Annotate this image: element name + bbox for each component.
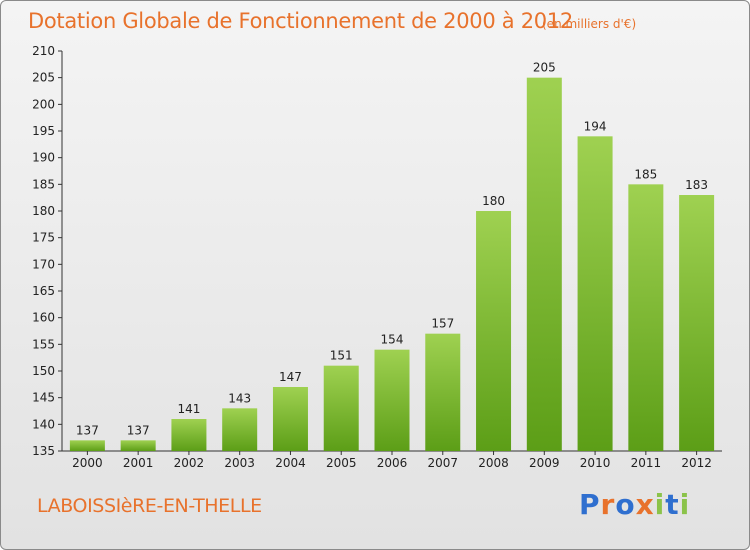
x-tick-label: 2001 [123, 456, 154, 470]
x-tick-label: 2010 [580, 456, 611, 470]
bar [628, 184, 664, 452]
y-tick-label: 185 [32, 177, 55, 191]
x-tick-label: 2002 [174, 456, 205, 470]
x-tick-label: 2007 [427, 456, 458, 470]
bar [577, 136, 613, 452]
y-tick-label: 165 [32, 284, 55, 298]
proxiti-logo: Proxiti [579, 488, 691, 521]
bar [222, 408, 258, 451]
x-tick-label: 2012 [681, 456, 712, 470]
bar-value-label: 137 [127, 423, 150, 437]
y-tick-label: 195 [32, 124, 55, 138]
y-tick-label: 170 [32, 257, 55, 271]
bar-value-label: 183 [685, 178, 708, 192]
x-tick-label: 2008 [478, 456, 509, 470]
bar [425, 333, 461, 451]
y-tick-label: 190 [32, 151, 55, 165]
bar-value-label: 205 [533, 61, 556, 75]
x-tick-label: 2006 [377, 456, 408, 470]
y-tick-label: 205 [32, 71, 55, 85]
bar-value-label: 151 [330, 349, 353, 363]
commune-name: LABOISSIèRE-EN-THELLE [37, 495, 262, 517]
bar-value-label: 194 [584, 119, 607, 133]
x-tick-label: 2003 [224, 456, 255, 470]
bar-value-label: 185 [634, 167, 657, 181]
bar-value-label: 143 [228, 391, 251, 405]
y-tick-label: 180 [32, 204, 55, 218]
y-tick-label: 155 [32, 337, 55, 351]
y-tick-label: 200 [32, 97, 55, 111]
bar [476, 211, 512, 451]
x-tick-label: 2000 [72, 456, 103, 470]
x-tick-label: 2009 [529, 456, 560, 470]
bar-value-label: 154 [381, 333, 404, 347]
y-tick-label: 175 [32, 231, 55, 245]
chart-unit-label: (en milliers d'€) [542, 17, 637, 31]
y-tick-label: 135 [32, 444, 55, 458]
bar-value-label: 180 [482, 194, 505, 208]
x-tick-label: 2005 [326, 456, 357, 470]
y-tick-label: 210 [32, 44, 55, 58]
bar [679, 195, 715, 451]
bar-value-label: 137 [76, 423, 99, 437]
bar [272, 387, 308, 451]
bar [526, 77, 562, 452]
y-tick-label: 145 [32, 391, 55, 405]
bar-value-label: 157 [431, 317, 454, 331]
bar [171, 419, 207, 451]
bar [323, 365, 359, 451]
bar [69, 440, 105, 451]
bar [120, 440, 156, 451]
bar-value-label: 147 [279, 370, 302, 384]
x-tick-label: 2004 [275, 456, 306, 470]
x-tick-label: 2011 [631, 456, 662, 470]
bar-value-label: 141 [177, 402, 200, 416]
chart-title: Dotation Globale de Fonctionnement de 20… [28, 9, 573, 33]
y-tick-label: 140 [32, 417, 55, 431]
y-tick-label: 160 [32, 311, 55, 325]
y-tick-label: 150 [32, 364, 55, 378]
bar [374, 349, 410, 451]
